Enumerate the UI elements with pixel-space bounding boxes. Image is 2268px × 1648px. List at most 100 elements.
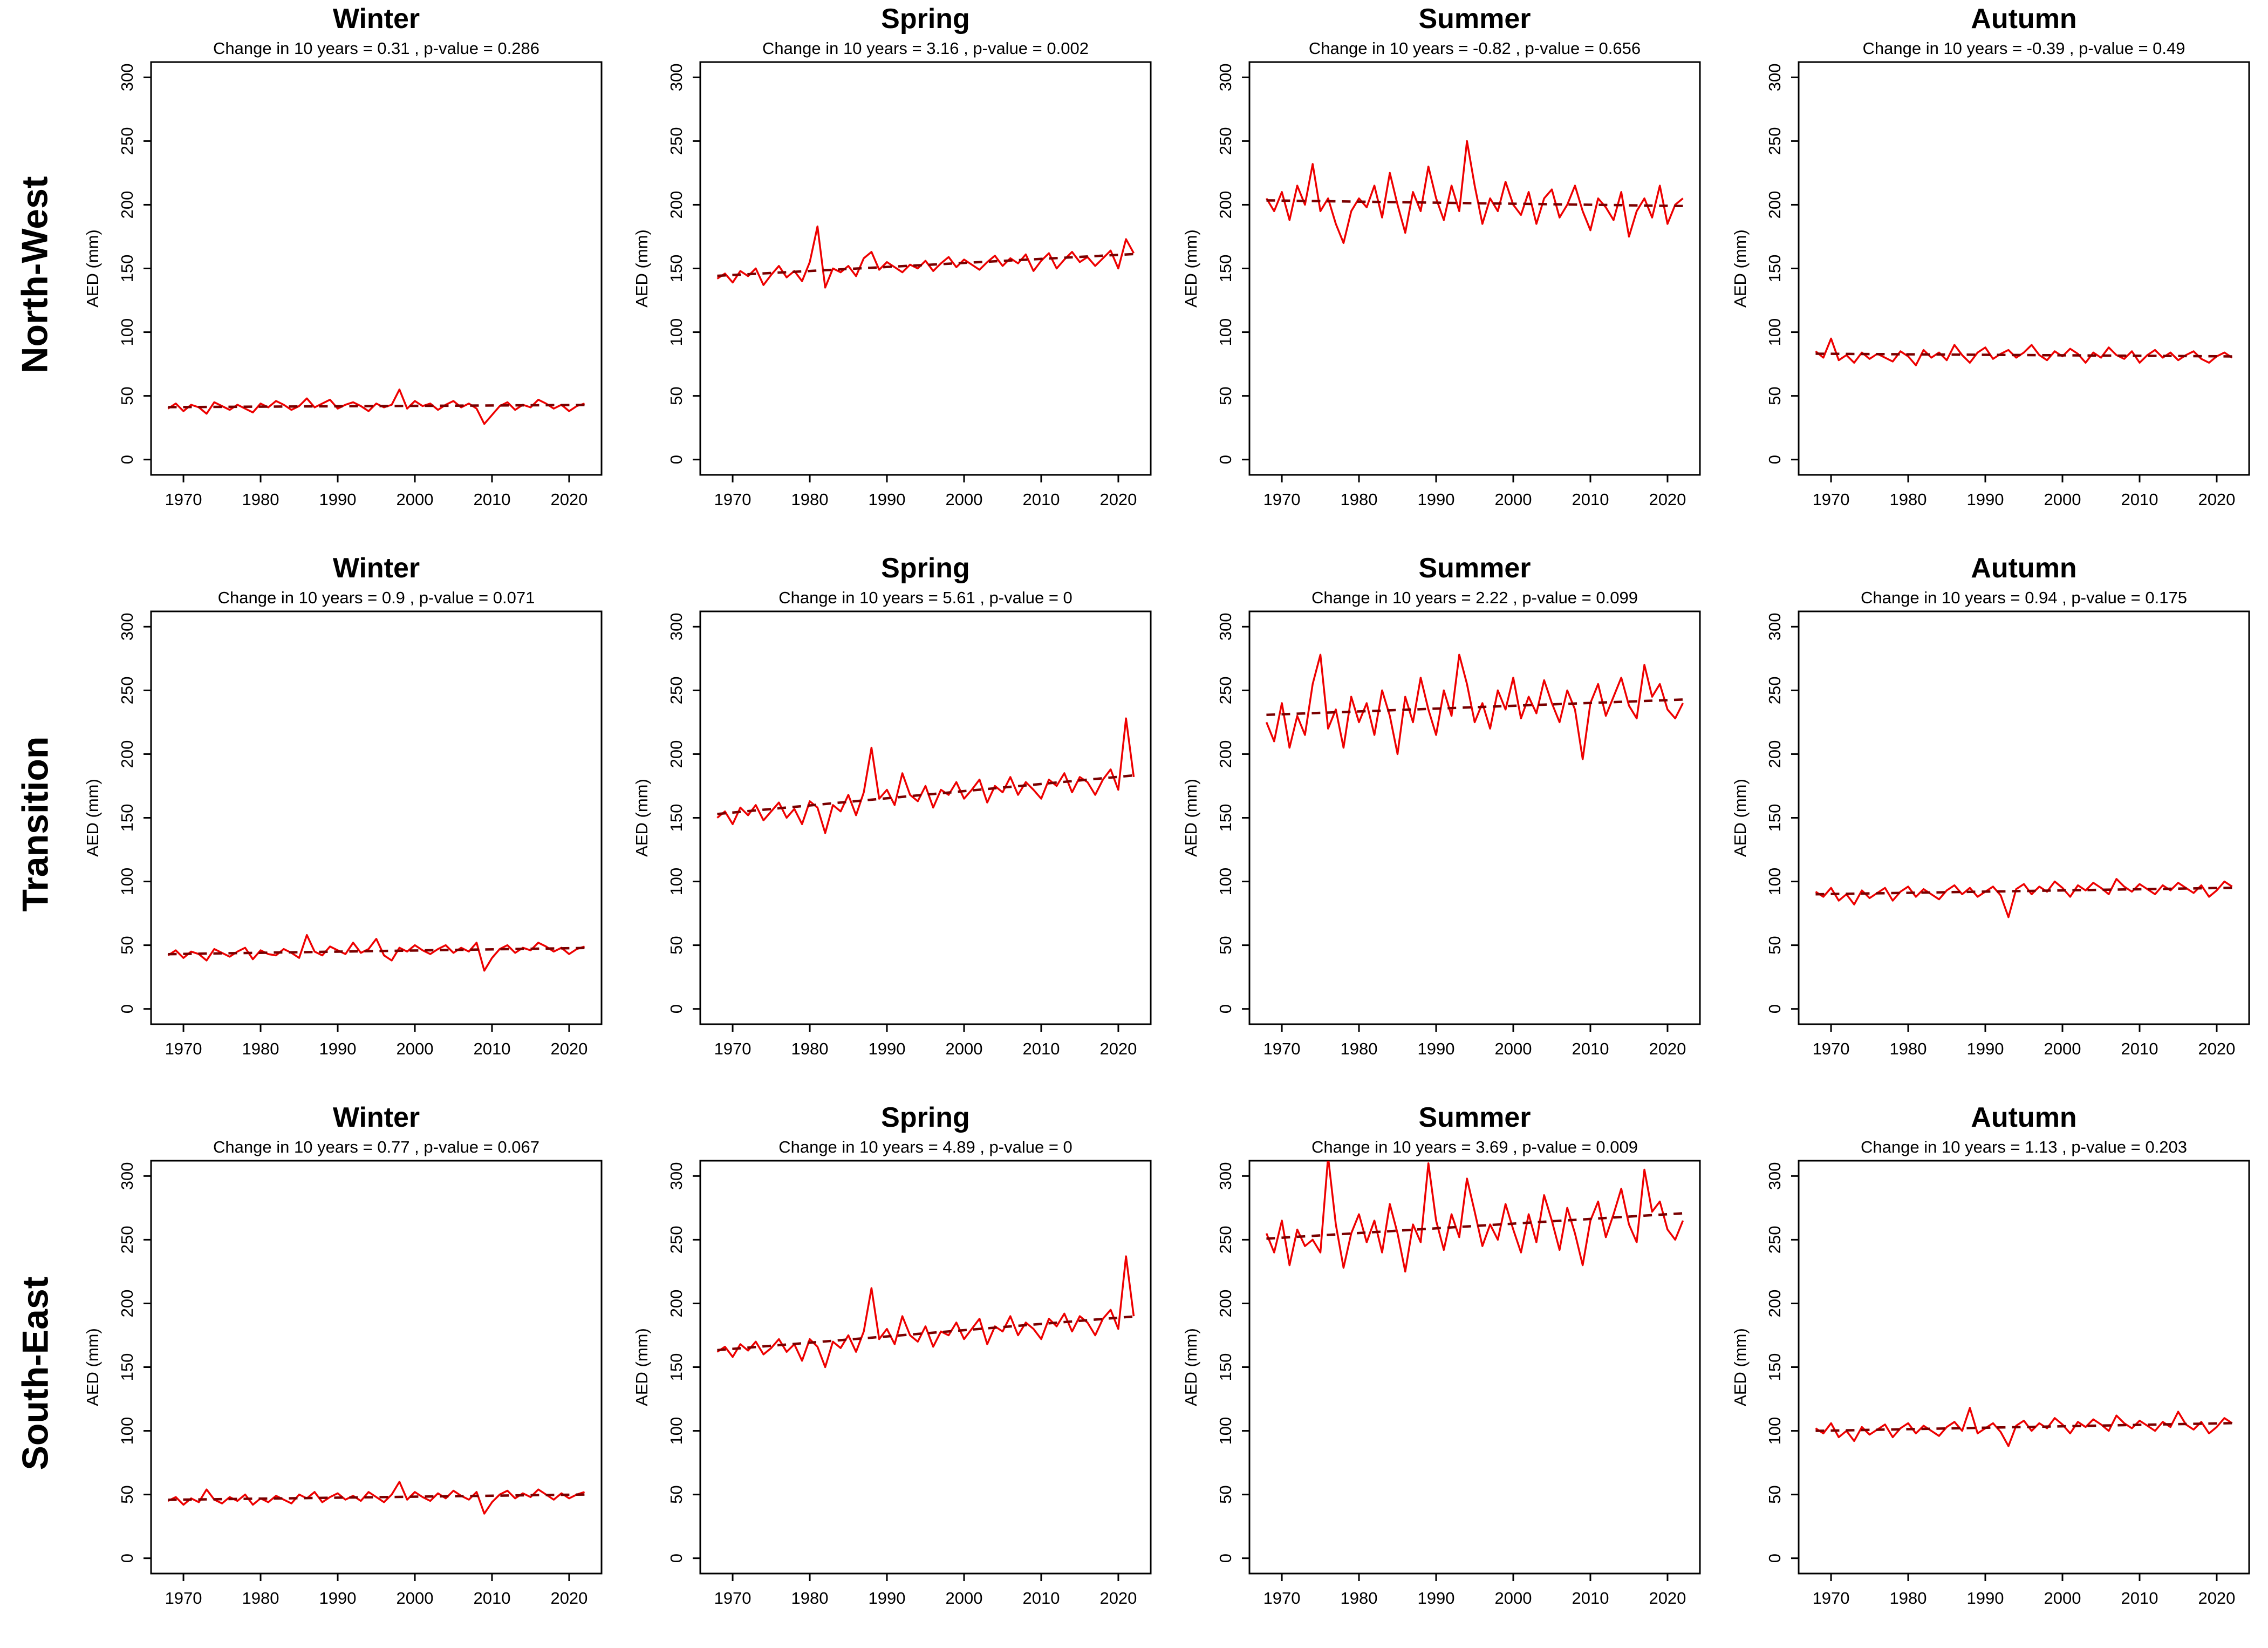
x-tick-label: 2020	[1099, 490, 1137, 509]
y-tick-label: 300	[118, 612, 136, 641]
x-tick-label: 2020	[1649, 490, 1686, 509]
x-tick-label: 1970	[1813, 490, 1850, 509]
y-axis-label: AED (mm)	[632, 1328, 651, 1406]
y-axis: 0 50 100 150 200 250 300	[1765, 63, 1799, 464]
y-axis-label: AED (mm)	[1181, 229, 1200, 308]
x-tick-label: 2010	[1022, 1589, 1060, 1608]
panel-title: Winter	[333, 3, 420, 35]
y-axis-label: AED (mm)	[1181, 1328, 1200, 1406]
panel-strip: Winter Change in 10 years = 0.9 , p-value…	[70, 549, 2268, 1099]
panel-subtitle: Change in 10 years = -0.39 , p-value = 0…	[1862, 39, 2185, 58]
x-tick-label: 2000	[2044, 1589, 2081, 1608]
y-tick-label: 250	[118, 127, 136, 155]
y-tick-label: 300	[667, 612, 686, 641]
y-tick-label: 200	[667, 191, 686, 219]
plot-box	[1248, 61, 1701, 476]
panel-title: Summer	[1418, 3, 1531, 35]
y-tick-label: 0	[118, 1004, 136, 1013]
x-tick-label: 1990	[1418, 1589, 1455, 1608]
y-tick-label: 250	[118, 677, 136, 705]
x-tick-label: 2000	[397, 1039, 434, 1058]
y-tick-label: 100	[667, 1417, 686, 1445]
y-axis: 0 50 100 150 200 250 300	[1216, 63, 1249, 464]
chart-svg: Spring Change in 10 years = 5.61 , p-valu…	[632, 553, 1152, 1058]
y-tick-label: 0	[1765, 1554, 1784, 1563]
y-tick-label: 200	[667, 1290, 686, 1318]
chart-svg: Summer Change in 10 years = 3.69 , p-valu…	[1181, 1102, 1701, 1608]
y-tick-label: 100	[1216, 868, 1235, 896]
x-tick-label: 1970	[1813, 1589, 1850, 1608]
x-tick-label: 2000	[2044, 1039, 2081, 1058]
y-tick-label: 300	[1765, 612, 1784, 641]
x-tick-label: 1970	[165, 1589, 202, 1608]
x-tick-label: 1990	[1418, 1039, 1455, 1058]
y-tick-label: 250	[1216, 127, 1235, 155]
x-axis: 1970 1980 1990 2000 2010 2020	[714, 475, 1137, 509]
y-axis: 0 50 100 150 200 250 300	[667, 1162, 700, 1563]
series-line	[1265, 653, 1684, 760]
panel-subtitle: Change in 10 years = -0.82 , p-value = 0…	[1309, 39, 1641, 58]
series-line	[1265, 1161, 1684, 1273]
x-tick-label: 1970	[714, 1589, 752, 1608]
y-axis: 0 50 100 150 200 250 300	[118, 1162, 151, 1563]
plot-box	[699, 61, 1152, 476]
x-tick-label: 2000	[1495, 1039, 1532, 1058]
row-label-container: Transition	[0, 549, 70, 1099]
y-tick-label: 150	[118, 1353, 136, 1381]
panel-subtitle: Change in 10 years = 4.89 , p-value = 0	[778, 1138, 1072, 1156]
chart-svg: Autumn Change in 10 years = 1.13 , p-valu…	[1731, 1102, 2250, 1608]
y-tick-label: 250	[118, 1226, 136, 1254]
y-axis-label: AED (mm)	[632, 229, 651, 308]
x-tick-label: 2000	[946, 1039, 983, 1058]
plot-box	[150, 61, 603, 476]
chart-svg: Spring Change in 10 years = 4.89 , p-valu…	[632, 1102, 1152, 1608]
x-tick-label: 1970	[1263, 490, 1301, 509]
trend-line	[168, 404, 585, 408]
x-tick-label: 1990	[869, 1589, 906, 1608]
panel-subtitle: Change in 10 years = 0.31 , p-value = 0.…	[213, 39, 539, 58]
y-tick-label: 100	[1765, 868, 1784, 896]
x-tick-label: 2000	[946, 490, 983, 509]
row-south-east: South-East Winter Change in 10 years = 0.…	[0, 1099, 2268, 1648]
y-tick-label: 250	[1216, 677, 1235, 705]
panel-subtitle: Change in 10 years = 1.13 , p-value = 0.…	[1861, 1138, 2187, 1156]
series-line	[716, 1255, 1135, 1368]
y-tick-label: 250	[1216, 1226, 1235, 1254]
plot-box	[150, 1160, 603, 1575]
y-tick-label: 50	[1216, 386, 1235, 405]
plot-box	[150, 610, 603, 1025]
panel-subtitle: Change in 10 years = 0.94 , p-value = 0.…	[1861, 588, 2187, 607]
y-tick-label: 200	[118, 1290, 136, 1318]
x-tick-label: 2010	[2121, 1589, 2158, 1608]
y-tick-label: 300	[1216, 1162, 1235, 1190]
x-tick-label: 1990	[1967, 490, 2004, 509]
x-tick-label: 2000	[397, 1589, 434, 1608]
y-tick-label: 100	[1765, 1417, 1784, 1445]
x-tick-label: 2020	[2198, 490, 2235, 509]
y-axis-label: AED (mm)	[1731, 779, 1750, 857]
x-tick-label: 1990	[319, 490, 357, 509]
y-tick-label: 300	[1765, 63, 1784, 91]
x-axis: 1970 1980 1990 2000 2010 2020	[1263, 475, 1686, 509]
y-tick-label: 150	[1216, 255, 1235, 283]
panel-south-east-spring: Spring Change in 10 years = 4.89 , p-valu…	[619, 1099, 1169, 1648]
x-tick-label: 2010	[473, 1589, 510, 1608]
x-tick-label: 2010	[1572, 1039, 1609, 1058]
x-tick-label: 2020	[1099, 1039, 1137, 1058]
row-label: South-East	[15, 1276, 56, 1470]
y-tick-label: 150	[1216, 804, 1235, 832]
chart-svg: Winter Change in 10 years = 0.31 , p-valu…	[83, 3, 603, 509]
chart-svg: Spring Change in 10 years = 3.16 , p-valu…	[632, 3, 1152, 509]
x-tick-label: 2020	[1649, 1039, 1686, 1058]
x-tick-label: 1980	[242, 1589, 279, 1608]
x-tick-label: 2000	[1495, 1589, 1532, 1608]
y-axis: 0 50 100 150 200 250 300	[1765, 612, 1799, 1013]
y-tick-label: 0	[118, 455, 136, 464]
series-line	[167, 934, 585, 972]
series-line	[1815, 878, 2233, 918]
x-tick-label: 1970	[714, 1039, 752, 1058]
panel-title: Autumn	[1971, 3, 2076, 35]
y-tick-label: 150	[1765, 255, 1784, 283]
series-line	[716, 225, 1135, 289]
